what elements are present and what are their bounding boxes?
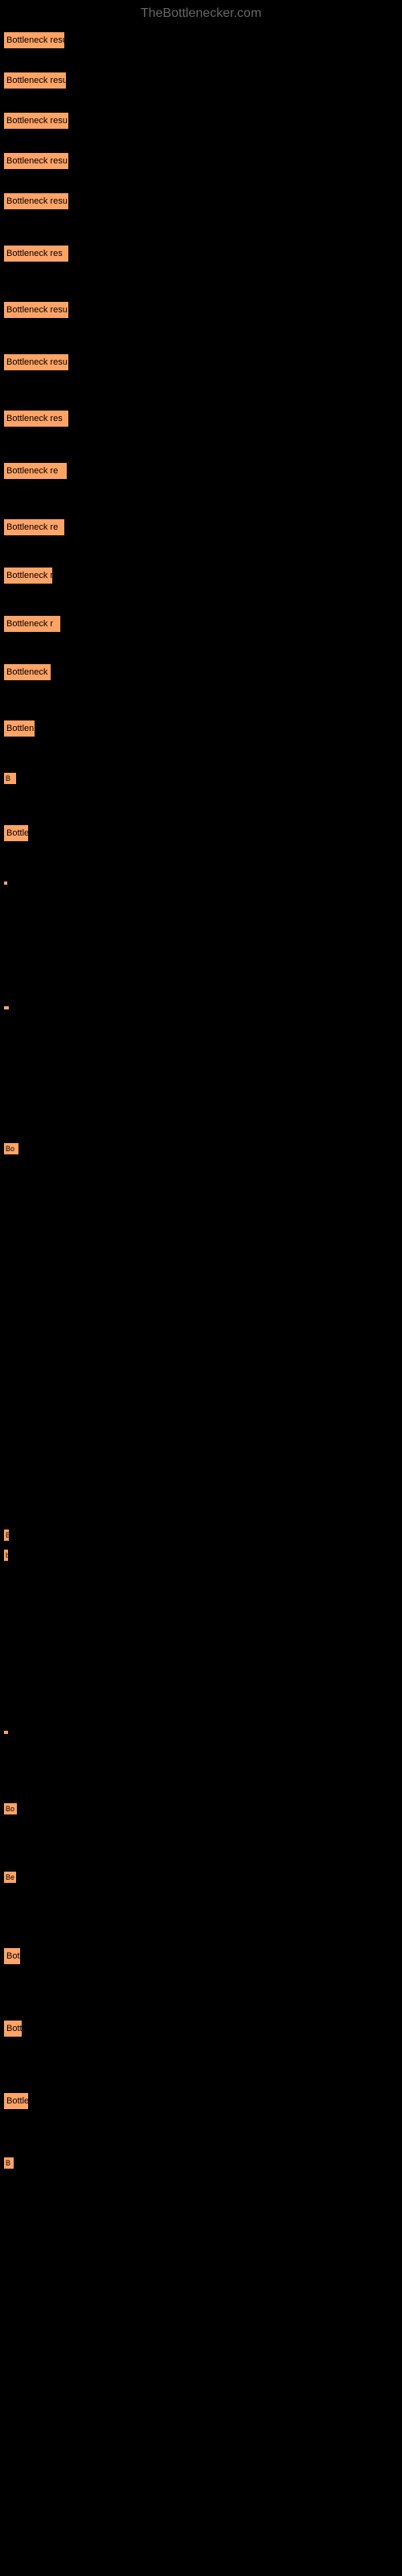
bottleneck-label-5: Bottleneck res (4, 246, 68, 262)
bottleneck-label-15: B (4, 773, 16, 784)
bottleneck-label-22 (4, 1731, 8, 1734)
bottleneck-label-25: Bot (4, 1948, 20, 1964)
bottleneck-label-2: Bottleneck resu (4, 113, 68, 129)
bottleneck-label-19: Bo (4, 1143, 18, 1154)
bottleneck-label-18 (4, 1006, 9, 1009)
bottleneck-label-10: Bottleneck re (4, 519, 64, 535)
bottleneck-label-7: Bottleneck resu (4, 354, 68, 370)
bottleneck-label-21: b (4, 1550, 8, 1561)
bottleneck-label-20: B (4, 1530, 9, 1541)
bottleneck-label-17 (4, 881, 7, 885)
watermark-text: TheBottlenecker.com (141, 6, 261, 21)
bottleneck-label-28: B (4, 2157, 14, 2169)
bottleneck-label-13: Bottleneck (4, 664, 51, 680)
bottleneck-label-16: Bottle (4, 825, 28, 841)
bottleneck-label-11: Bottleneck r (4, 568, 52, 584)
bottleneck-label-23: Bo (4, 1803, 17, 1814)
bottleneck-label-6: Bottleneck resu (4, 302, 68, 318)
bottleneck-label-14: Bottlen (4, 720, 35, 737)
bottleneck-label-0: Bottleneck resu (4, 32, 64, 48)
bottleneck-label-24: Be (4, 1872, 16, 1883)
bottleneck-label-26: Bott (4, 2021, 22, 2037)
bottleneck-label-27: Bottle (4, 2093, 28, 2109)
bottleneck-label-8: Bottleneck res (4, 411, 68, 427)
bottleneck-label-3: Bottleneck resu (4, 153, 68, 169)
bottleneck-label-4: Bottleneck resu (4, 193, 68, 209)
bottleneck-label-1: Bottleneck resu (4, 72, 66, 89)
bottleneck-label-12: Bottleneck r (4, 616, 60, 632)
bottleneck-label-9: Bottleneck re (4, 463, 67, 479)
